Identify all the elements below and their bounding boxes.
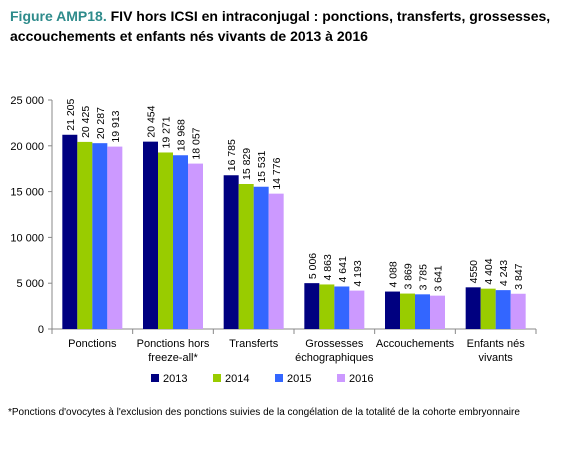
footnote: *Ponctions d'ovocytes à l'exclusion des …: [8, 407, 520, 418]
legend-label: 2015: [287, 373, 311, 385]
value-label: 20 425: [80, 106, 92, 138]
value-label: 3 785: [418, 264, 430, 290]
bar: [480, 288, 496, 329]
x-tick-label: Accouchements: [376, 338, 455, 350]
value-label: 4 193: [352, 260, 364, 286]
bar: [495, 290, 511, 329]
value-label: 20 287: [95, 107, 107, 139]
x-tick-label: freeze-all*: [148, 352, 198, 364]
x-tick-label: Transferts: [229, 338, 279, 350]
legend-swatch: [337, 374, 345, 382]
value-label: 18 057: [191, 127, 203, 159]
bar: [268, 193, 284, 329]
value-label: 3 641: [433, 265, 445, 291]
bar: [143, 141, 158, 329]
value-label: 4550: [468, 260, 480, 284]
bar: [334, 286, 350, 329]
value-label: 16 785: [226, 139, 238, 171]
value-label: 3 847: [513, 263, 525, 289]
bar: [173, 155, 188, 329]
legend-swatch: [151, 374, 159, 382]
value-label: 14 776: [271, 157, 283, 189]
y-tick-label: 25 000: [10, 95, 44, 107]
bar: [319, 284, 335, 329]
legend-label: 2014: [225, 373, 249, 385]
bar: [107, 146, 123, 329]
bar: [430, 295, 445, 329]
value-label: 4 863: [322, 254, 334, 280]
value-label: 19 271: [161, 116, 173, 148]
x-tick-label: Ponctions: [68, 338, 117, 350]
value-label: 15 531: [256, 150, 268, 182]
bar: [385, 291, 400, 329]
value-label: 21 205: [65, 98, 77, 130]
x-tick-label: Enfants nés: [467, 338, 526, 350]
value-label: 5 006: [307, 253, 319, 279]
title-label: Figure AMP18.: [10, 8, 107, 24]
bar: [415, 294, 430, 329]
bar: [349, 290, 365, 329]
x-tick-label: Ponctions hors: [137, 338, 210, 350]
value-label: 3 869: [403, 263, 415, 289]
bar: [510, 293, 526, 329]
bar: [304, 283, 320, 329]
value-label: 18 968: [176, 119, 188, 151]
bar: [92, 143, 108, 329]
y-tick-label: 20 000: [10, 141, 44, 153]
bar: [188, 163, 203, 329]
value-label: 15 829: [241, 148, 253, 180]
chart-title: FIV hors ICSI en intraconjugal : ponctio…: [10, 8, 551, 44]
x-tick-label: échographiques: [295, 352, 374, 364]
legend-label: 2013: [163, 373, 187, 385]
value-label: 4 404: [483, 258, 495, 284]
bar: [158, 152, 173, 329]
x-tick-label: vivants: [479, 352, 514, 364]
x-tick-label: Grossesses: [305, 338, 364, 350]
value-label: 4 243: [498, 260, 510, 286]
legend-swatch: [275, 374, 283, 382]
value-label: 4 641: [337, 256, 349, 282]
y-tick-label: 0: [38, 324, 44, 336]
bar: [253, 186, 269, 329]
bar: [238, 184, 254, 329]
y-tick-label: 10 000: [10, 232, 44, 244]
bar: [62, 134, 78, 329]
value-label: 19 913: [110, 110, 122, 142]
bar: [77, 141, 93, 329]
value-label: 20 454: [146, 105, 158, 137]
legend-label: 2016: [349, 373, 373, 385]
title-block: Figure AMP18. FIV hors ICSI en intraconj…: [10, 6, 570, 46]
y-tick-label: 15 000: [10, 187, 44, 199]
bar: [465, 287, 481, 329]
bar: [223, 175, 239, 329]
y-tick-label: 5 000: [16, 278, 44, 290]
legend-swatch: [213, 374, 221, 382]
value-label: 4 088: [388, 261, 400, 287]
bar: [400, 293, 415, 329]
